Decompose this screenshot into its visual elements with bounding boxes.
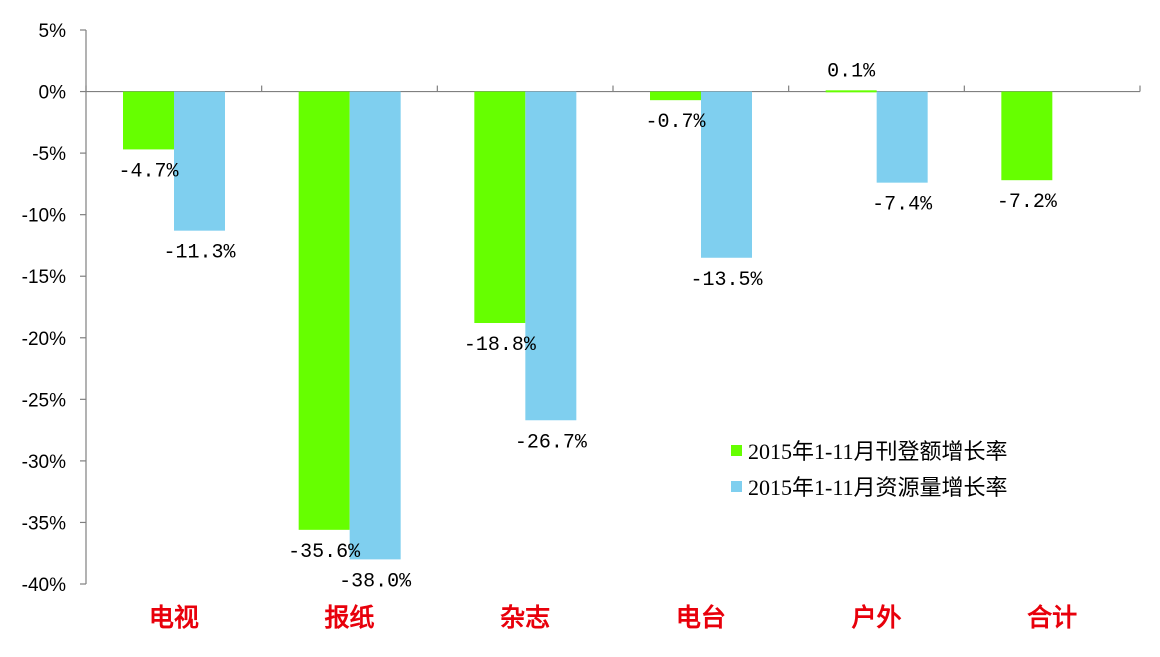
category-label: 合计 [1027,603,1077,632]
data-label: -11.3% [163,242,236,265]
legend-label-1: 2015年1-11月刊登额增长率 [748,439,1008,464]
bar-series-1 [123,91,174,150]
legend-label-2: 2015年1-11月资源量增长率 [748,475,1008,500]
data-label: -7.2% [997,191,1058,214]
category-label: 电视 [149,603,199,632]
legend: 2015年1-11月刊登额增长率 2015年1-11月资源量增长率 [731,439,1008,500]
y-tick-label: -30% [22,452,66,473]
bar-series-2 [174,91,225,231]
bar-series-2 [876,91,928,183]
legend-swatch-1 [731,445,742,456]
bars [123,90,1053,560]
bar-series-1 [650,91,701,101]
y-tick-label: -35% [22,513,66,534]
y-tick-label: -5% [32,144,66,165]
bar-series-1 [474,91,526,324]
legend-swatch-2 [731,481,742,492]
y-tick-label: -40% [22,575,66,596]
y-tick-label: -25% [22,390,66,411]
data-label: -7.4% [872,194,933,217]
category-label: 电台 [676,603,726,632]
data-label: -18.8% [464,334,537,357]
data-label: -0.7% [645,111,706,134]
y-tick-label: -10% [22,206,66,227]
data-label: -38.0% [339,570,412,593]
data-labels: -4.7% -35.6% -18.8% -0.7% 0.1% -7.2% -11.3% -38… [118,60,1057,593]
y-tick-label: -15% [22,267,66,288]
data-label: -13.5% [690,269,763,292]
category-label: 杂志 [500,603,550,632]
y-tick-label: -20% [22,329,66,350]
data-label: -4.7% [118,160,179,183]
category-label: 户外 [851,603,901,632]
data-label: 0.1% [827,60,876,83]
bar-series-1 [825,90,877,93]
bar-series-2 [525,91,577,421]
y-tick-label: 5% [39,21,67,42]
y-tick-label: 0% [39,83,67,104]
data-label: -26.7% [515,431,588,454]
bar-series-1 [298,91,350,530]
category-label: 报纸 [324,603,374,632]
data-label: -35.6% [288,541,361,564]
axes: 5% 0% -5% -10% -15% -20% -25% -30% -35% -40% 电视 报纸 杂… [22,21,1141,632]
bar-series-2 [349,91,401,560]
bar-series-1 [1001,91,1053,181]
bar-series-2 [701,91,752,258]
